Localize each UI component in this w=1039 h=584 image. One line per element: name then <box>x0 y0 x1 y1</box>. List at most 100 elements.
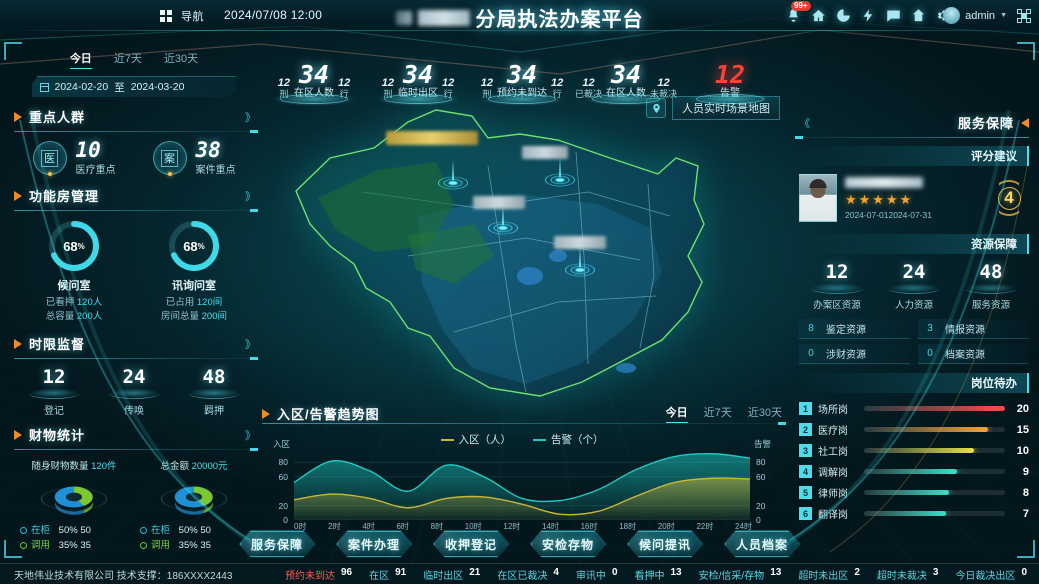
map-area[interactable]: 人员实时场景地图 <box>258 96 788 416</box>
time-supervise-item[interactable]: 12 登记 <box>23 367 85 417</box>
status-bar: 天地伟业技术有限公司 技术支撑：186XXXX2443 预约未到达 96 在区 … <box>0 563 1039 584</box>
time-supervise-item[interactable]: 48 羁押 <box>183 367 245 417</box>
range-tab[interactable]: 今日 <box>69 50 92 69</box>
chart-xtick: 20时 <box>657 522 675 531</box>
duty-row[interactable]: 6 翻译岗 7 <box>799 506 1029 521</box>
range-tab[interactable]: 今日 <box>665 404 688 423</box>
resource-cell[interactable]: 0 档案资源 <box>918 344 1029 364</box>
resource-cell-label: 情报资源 <box>945 325 985 336</box>
key-people-item[interactable]: 案 38 案件重点 <box>152 140 236 176</box>
time-supervise-label: 羁押 <box>204 406 224 417</box>
time-supervise-value: 48 <box>202 366 226 388</box>
map-marker[interactable] <box>563 247 597 279</box>
time-supervise-group: 12 登记 24 传唤 48 羁押 <box>14 367 254 417</box>
chart-xtick: 24时 <box>735 522 752 531</box>
map-marker[interactable] <box>436 160 470 192</box>
map-label-redaction-2 <box>522 146 568 159</box>
avatar <box>943 7 961 24</box>
message-icon[interactable] <box>885 7 901 23</box>
chart-plot <box>294 453 750 520</box>
trend-chart-panel: 入区/告警趋势图 今日 近7天 近30天 入区（人） 告警（个） 入区 告警 0 20… <box>262 404 786 531</box>
chevron-right-icon[interactable]: 》 <box>245 338 256 351</box>
status-item: 今日裁决出区 0 <box>955 567 1027 582</box>
resource-cell[interactable]: 8 鉴定资源 <box>799 319 910 339</box>
chevron-right-icon[interactable]: 》 <box>245 190 256 203</box>
resource-cell[interactable]: 3 情报资源 <box>918 319 1029 339</box>
legend-num: 50 <box>80 525 91 536</box>
city-map-shape <box>295 109 705 397</box>
duty-index: 2 <box>799 423 812 436</box>
map-label-redaction-3 <box>473 196 525 209</box>
resource-cell[interactable]: 0 涉财资源 <box>799 344 910 364</box>
pie-chart-icon[interactable] <box>835 7 851 23</box>
right-panel: 服务保障 《 评分建议 ★★★★★ 2024-07-012024-07-31 4… <box>795 110 1029 527</box>
room-item[interactable]: 68% 讯询问室 已占用 120间 房间总量 200间 <box>144 219 244 324</box>
home-icon[interactable] <box>810 7 826 23</box>
property-column: 随身财物数量 120件 在柜 50% 50 调用 35% 35 <box>20 458 128 553</box>
legend-name: 调用 <box>151 540 171 551</box>
top-stat-item[interactable]: 12 刑 34 在区人数 12 行 <box>262 56 366 106</box>
key-people-badge-icon: 案 <box>152 141 187 175</box>
base-glow <box>965 283 1017 294</box>
duty-row[interactable]: 3 社工岗 10 <box>799 443 1029 458</box>
key-people-item[interactable]: 医 10 医疗重点 <box>32 140 116 176</box>
action-button[interactable]: 服务保障 <box>239 530 316 558</box>
range-tab[interactable]: 近30天 <box>747 407 782 419</box>
range-tab[interactable]: 近7天 <box>113 53 142 65</box>
top-stat-left-label: 已裁决 <box>574 89 602 99</box>
resource-cell-label: 涉财资源 <box>826 350 866 361</box>
top-stat-item[interactable]: 12 刑 34 临时出区 12 行 <box>366 56 470 106</box>
range-tab[interactable]: 近30天 <box>163 53 199 65</box>
property-legend: 在柜 50% 50 调用 35% 35 <box>140 523 248 553</box>
section-arrow-icon <box>14 429 22 440</box>
chart-xtick: 2时 <box>328 522 341 531</box>
fullscreen-icon[interactable] <box>1017 9 1031 23</box>
map-marker[interactable] <box>486 205 520 237</box>
chart-legend-item[interactable]: 入区（人） <box>440 432 511 447</box>
chart-title: 入区/告警趋势图 <box>277 407 380 422</box>
user-menu[interactable]: admin ▼ <box>943 7 1007 24</box>
action-button[interactable]: 人员档案 <box>724 530 801 558</box>
status-key: 超时未出区 <box>798 570 849 582</box>
top-stat-right-value: 12 <box>442 77 455 89</box>
status-value: 0 <box>611 566 618 578</box>
action-button[interactable]: 候问提讯 <box>627 530 704 558</box>
chevron-left-icon[interactable]: 《 <box>799 117 810 130</box>
chart-legend-item[interactable]: 告警（个） <box>533 432 604 447</box>
chart-ytick: 80 <box>756 457 766 468</box>
duty-row[interactable]: 1 场所岗 20 <box>799 401 1029 416</box>
chart-xtick: 8时 <box>430 522 444 531</box>
chevron-right-icon[interactable]: 》 <box>245 111 256 124</box>
legend-name: 调用 <box>31 540 51 551</box>
bell-icon[interactable]: 99+ <box>785 1 811 23</box>
chevron-right-icon[interactable]: 》 <box>245 429 256 442</box>
duty-row[interactable]: 5 律师岗 8 <box>799 485 1029 500</box>
duty-progress-bar <box>864 469 1005 474</box>
date-range-picker[interactable]: 2024-02-20 至 2024-03-20 <box>32 76 237 97</box>
resource-item[interactable]: 24 人力资源 <box>880 262 948 311</box>
action-button[interactable]: 安检存物 <box>530 530 607 558</box>
puzzle-icon[interactable] <box>910 7 926 23</box>
duty-index: 6 <box>799 507 812 520</box>
duty-row[interactable]: 4 调解岗 9 <box>799 464 1029 479</box>
time-supervise-item[interactable]: 24 传唤 <box>103 367 165 417</box>
action-button[interactable]: 案件办理 <box>336 530 413 558</box>
top-stat-item[interactable]: 12 已裁决 34 在区人数 12 未裁决 <box>574 56 678 106</box>
property-legend-row: 在柜 50% 50 <box>140 523 248 538</box>
duty-progress-bar <box>864 406 1005 411</box>
legend-pct: 50% <box>178 525 198 536</box>
range-tab[interactable]: 近7天 <box>703 407 732 419</box>
resource-item[interactable]: 12 办案区资源 <box>803 262 871 311</box>
top-stat-item[interactable]: 12 告警 <box>678 56 782 106</box>
nav-button[interactable]: 导航 <box>160 8 204 24</box>
resource-item[interactable]: 48 服务资源 <box>957 262 1025 311</box>
action-button[interactable]: 收押登记 <box>433 530 510 558</box>
room-percent: 68% <box>183 238 205 254</box>
duty-row[interactable]: 2 医疗岗 15 <box>799 422 1029 437</box>
room-item[interactable]: 68% 候问室 已看押 120人 总容量 200人 <box>24 219 124 324</box>
lightning-icon[interactable] <box>860 7 876 23</box>
map-marker[interactable] <box>543 157 577 189</box>
chart-body: 入区 告警 0 20 60 80 0 20 60 80 <box>262 439 782 525</box>
top-stat-left: 12 刑 <box>481 78 493 100</box>
top-stat-item[interactable]: 12 刑 34 预约未到达 12 行 <box>470 56 574 106</box>
